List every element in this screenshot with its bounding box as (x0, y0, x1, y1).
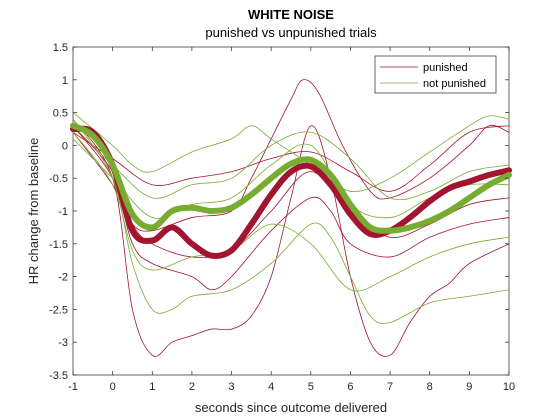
trial-line-not-punished-5 (72, 118, 510, 324)
trial-line-not-punished-8 (72, 125, 510, 201)
y-tick-label: -2 (58, 272, 68, 284)
x-tick-label: 5 (308, 381, 314, 393)
y-axis-label: HR change from baseline (26, 138, 41, 285)
trial-line-punished-0 (72, 118, 510, 357)
y-tick-label: -0.5 (49, 173, 68, 185)
trial-line-punished-1 (72, 79, 510, 232)
y-tick-label: 1.5 (53, 42, 68, 54)
legend-box (374, 55, 497, 94)
x-tick-label: 0 (110, 381, 116, 393)
trial-line-punished-2 (72, 125, 510, 291)
x-tick-label: 6 (347, 381, 353, 393)
plot-area (72, 46, 510, 376)
y-tick-label: -1.5 (49, 239, 68, 251)
mean-line-not-punished (70, 122, 512, 234)
trial-lines (72, 79, 510, 357)
trial-line-not-punished-7 (72, 131, 510, 292)
y-tick-label: -2.5 (49, 304, 68, 316)
chart-title: WHITE NOISE (248, 7, 334, 22)
legend: punished not punished (374, 55, 497, 94)
mean-lines (70, 122, 512, 259)
x-tick-label: 8 (427, 381, 433, 393)
y-tick-label: 0 (62, 140, 68, 152)
mean-line-punished (70, 125, 512, 259)
legend-label-not-punished: not punished (423, 78, 486, 90)
trial-line-not-punished-6 (72, 112, 510, 193)
chart-subtitle: punished vs unpunished trials (205, 25, 377, 40)
x-tick-label: 9 (466, 381, 472, 393)
trial-line-punished-3 (72, 125, 510, 192)
y-tick-label: -3.5 (49, 370, 68, 382)
x-tick-label: 10 (503, 381, 515, 393)
legend-label-punished: punished (423, 62, 468, 74)
y-tick-label: 1 (62, 75, 68, 87)
y-tick-label: -3 (58, 337, 68, 349)
x-tick-label: 2 (189, 381, 195, 393)
x-tick-label: 3 (228, 381, 234, 393)
x-tick-label: 7 (387, 381, 393, 393)
x-axis-label: seconds since outcome delivered (195, 400, 387, 415)
x-axis-ticks: -1 0 1 2 3 4 5 6 7 8 9 10 (68, 47, 515, 393)
x-tick-label: -1 (68, 381, 78, 393)
y-tick-label: 0.5 (53, 108, 68, 120)
x-tick-label: 4 (268, 381, 274, 393)
x-tick-label: 1 (149, 381, 155, 393)
y-tick-label: -1 (58, 206, 68, 218)
y-axis-ticks: -3.5 -3 -2.5 -2 -1.5 -1 -0.5 0 0.5 1 1.5 (49, 42, 509, 382)
